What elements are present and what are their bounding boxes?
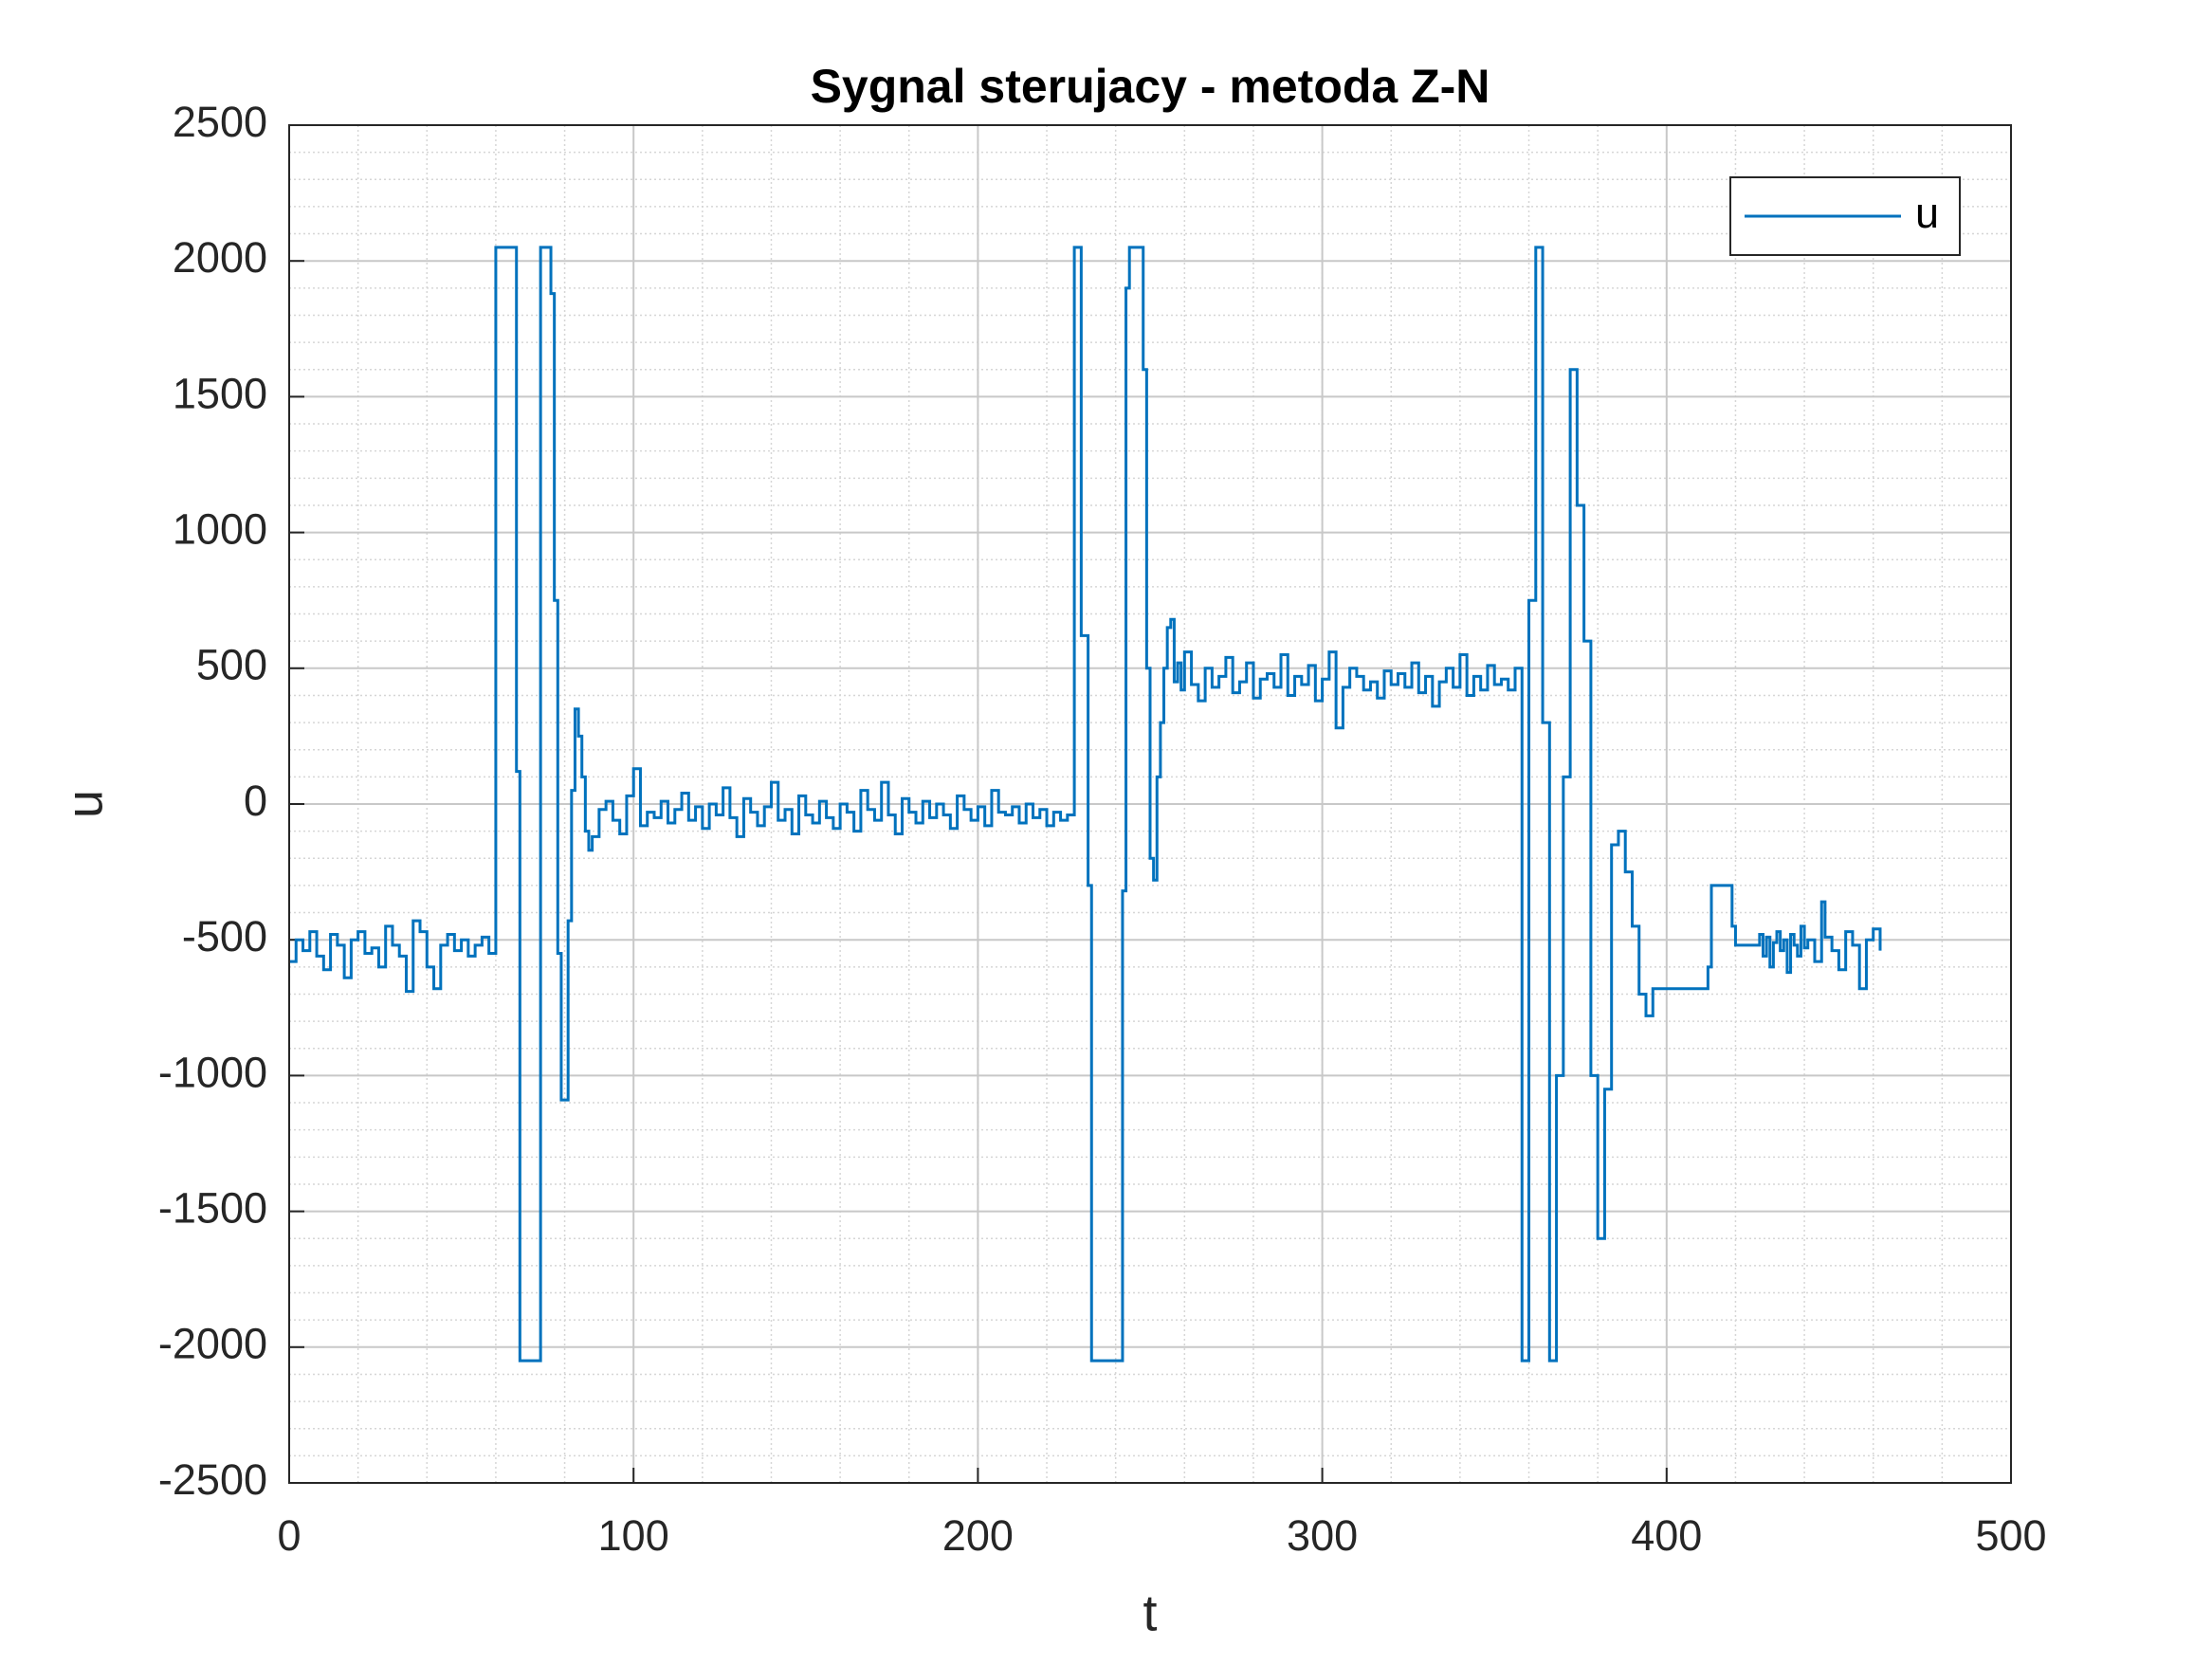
x-tick-label: 200 [942, 1511, 1014, 1560]
y-tick-label: -2500 [158, 1455, 267, 1504]
y-tick-label: -500 [182, 912, 267, 960]
y-tick-label: 0 [244, 777, 267, 825]
y-axis-label: u [56, 790, 113, 818]
y-tick-label: 1500 [173, 369, 267, 417]
x-tick-label: 400 [1631, 1511, 1702, 1560]
y-tick-label: -2000 [158, 1320, 267, 1368]
y-tick-label: 1000 [173, 504, 267, 553]
y-tick-label: -1500 [158, 1183, 267, 1232]
y-tick-label: -1000 [158, 1048, 267, 1096]
chart-title: Sygnal sterujacy - metoda Z-N [811, 60, 1490, 113]
y-tick-label: 500 [196, 641, 267, 689]
x-tick-label: 0 [277, 1511, 301, 1560]
x-tick-label: 500 [1975, 1511, 2046, 1560]
y-tick-label: 2500 [173, 98, 267, 146]
x-tick-label: 100 [598, 1511, 669, 1560]
x-tick-label: 300 [1287, 1511, 1358, 1560]
axes-box [288, 124, 2012, 1484]
line-series [289, 246, 1882, 1362]
legend-label: u [1915, 189, 1939, 237]
y-tick-label: 2000 [173, 233, 267, 282]
x-axis-label: t [1143, 1584, 1157, 1641]
